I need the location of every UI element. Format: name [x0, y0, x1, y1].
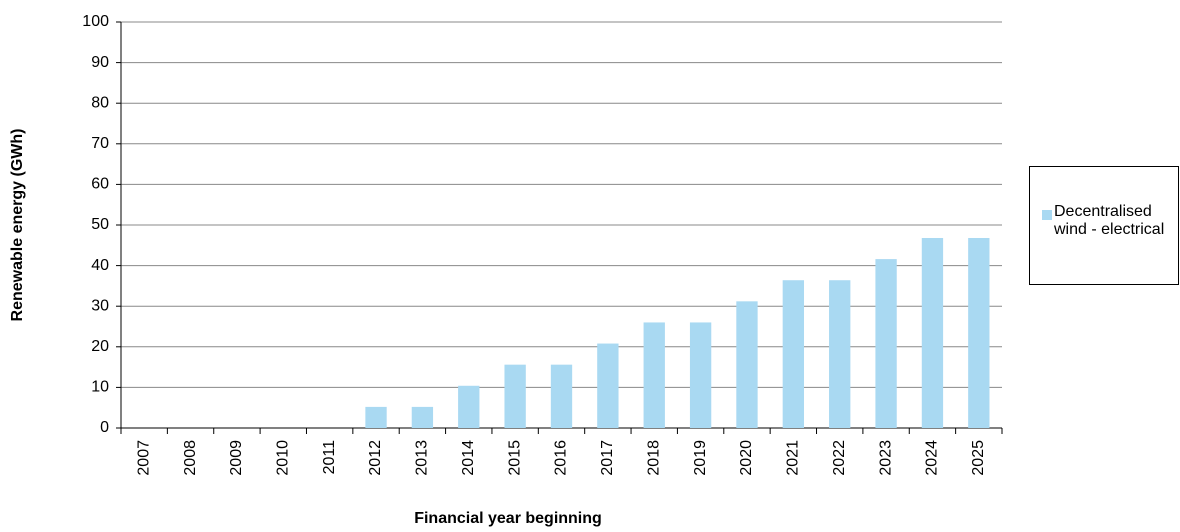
bar	[782, 280, 805, 428]
legend-label: Decentralised wind - electrical	[1054, 203, 1165, 238]
x-tick-label: 2010	[275, 440, 292, 476]
y-tick-label: 80	[91, 94, 109, 111]
x-tick-label: 2024	[924, 440, 941, 476]
y-tick-label: 50	[91, 216, 109, 233]
x-tick-label: 2023	[877, 440, 894, 476]
y-tick-label: 0	[100, 419, 109, 436]
bar	[504, 364, 526, 428]
bar	[643, 322, 665, 428]
y-tick-label: 20	[91, 338, 109, 355]
y-tick-label: 60	[91, 176, 109, 193]
y-tick-label: 30	[91, 297, 109, 314]
bar	[968, 237, 990, 428]
bar	[458, 385, 480, 428]
x-tick-label: 2017	[599, 440, 616, 476]
x-tick-label: 2008	[182, 440, 199, 476]
y-tick-label: 70	[91, 135, 109, 152]
x-tick-label: 2019	[692, 440, 709, 476]
x-tick-label: 2015	[506, 440, 523, 476]
x-tick-label: 2022	[831, 440, 848, 476]
x-tick-label: 2012	[367, 440, 384, 476]
y-tick-label: 100	[82, 13, 109, 30]
bar	[875, 259, 897, 428]
bar	[689, 322, 712, 428]
x-axis-label: Financial year beginning	[414, 510, 602, 527]
x-tick-label: 2025	[970, 440, 987, 476]
x-tick-label: 2018	[645, 440, 662, 476]
bar	[736, 301, 758, 428]
x-tick-label: 2016	[553, 440, 570, 476]
x-tick-label: 2009	[228, 440, 245, 476]
y-tick-label: 90	[91, 54, 109, 71]
legend: Decentralised wind - electrical	[1029, 166, 1179, 285]
bar	[597, 343, 619, 428]
x-tick-label: 2021	[785, 440, 802, 476]
bar	[921, 237, 944, 428]
bar	[365, 406, 387, 428]
x-tick-label: 2014	[460, 440, 477, 476]
legend-swatch	[1042, 210, 1052, 220]
y-tick-label: 40	[91, 257, 109, 274]
x-tick-label: 2013	[414, 440, 431, 476]
y-axis-label: Renewable energy (GWh)	[9, 129, 26, 322]
bar	[829, 280, 851, 428]
y-tick-label: 10	[91, 379, 109, 396]
bar	[411, 406, 434, 428]
x-tick-label: 2020	[738, 440, 755, 476]
x-tick-label: 2011	[321, 440, 338, 475]
bar	[550, 364, 573, 428]
x-tick-label: 2007	[135, 440, 152, 476]
